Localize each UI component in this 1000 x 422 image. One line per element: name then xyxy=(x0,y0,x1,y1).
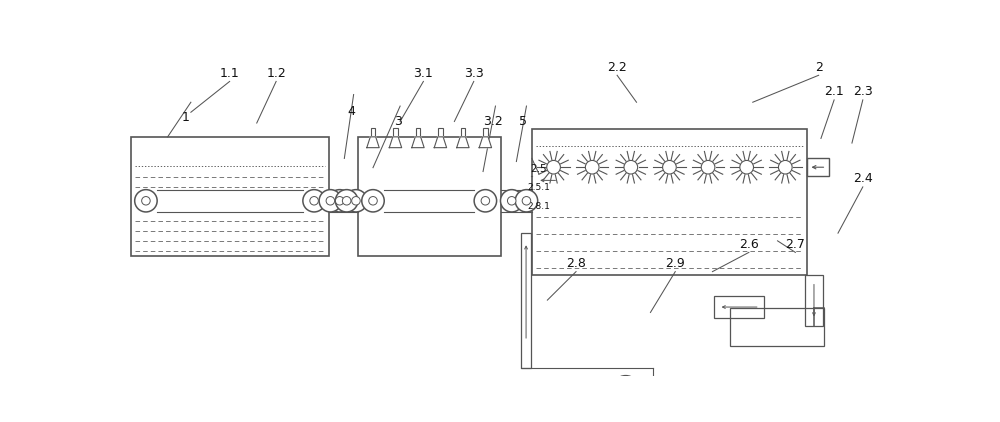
Circle shape xyxy=(345,189,367,212)
Polygon shape xyxy=(389,137,402,148)
Polygon shape xyxy=(434,137,447,148)
Text: 2.1: 2.1 xyxy=(824,85,844,98)
Bar xyxy=(730,308,824,346)
Text: 2.5: 2.5 xyxy=(531,164,547,174)
Circle shape xyxy=(326,197,335,205)
Bar xyxy=(358,137,501,256)
Text: 2.8.1: 2.8.1 xyxy=(527,202,550,211)
Text: 4: 4 xyxy=(347,105,355,118)
Bar xyxy=(393,127,398,137)
Text: 3.1: 3.1 xyxy=(414,67,433,80)
Circle shape xyxy=(481,197,490,205)
Circle shape xyxy=(500,189,523,212)
Text: 2.7: 2.7 xyxy=(785,238,805,251)
Text: 3: 3 xyxy=(394,115,402,127)
Circle shape xyxy=(319,189,342,212)
Circle shape xyxy=(522,197,531,205)
Circle shape xyxy=(778,160,792,174)
Text: 3.2: 3.2 xyxy=(483,115,503,127)
Text: 1.2: 1.2 xyxy=(266,67,286,80)
Circle shape xyxy=(547,160,560,174)
Text: 2.4: 2.4 xyxy=(853,173,873,185)
Circle shape xyxy=(303,189,325,212)
Bar xyxy=(461,127,465,137)
Circle shape xyxy=(362,189,384,212)
Bar xyxy=(483,127,488,137)
Circle shape xyxy=(335,189,358,212)
Bar xyxy=(438,127,443,137)
Circle shape xyxy=(585,160,599,174)
Circle shape xyxy=(515,189,538,212)
Circle shape xyxy=(474,189,497,212)
Circle shape xyxy=(507,197,516,205)
Polygon shape xyxy=(367,137,379,148)
Text: 2.3: 2.3 xyxy=(853,85,873,98)
Circle shape xyxy=(342,197,351,205)
Bar xyxy=(807,158,829,176)
Bar xyxy=(416,127,420,137)
Circle shape xyxy=(352,197,360,205)
Circle shape xyxy=(142,197,150,205)
Circle shape xyxy=(624,160,638,174)
Polygon shape xyxy=(412,137,424,148)
Circle shape xyxy=(310,197,318,205)
Text: 1: 1 xyxy=(182,111,189,124)
Bar xyxy=(521,233,531,368)
Text: 2.2: 2.2 xyxy=(607,61,627,74)
Text: 2.8: 2.8 xyxy=(566,257,586,270)
Circle shape xyxy=(612,376,640,403)
Bar xyxy=(714,296,764,318)
Text: 2.5.1: 2.5.1 xyxy=(527,183,550,192)
Polygon shape xyxy=(479,137,492,148)
Bar xyxy=(805,276,823,325)
Polygon shape xyxy=(457,137,469,148)
Circle shape xyxy=(740,160,754,174)
Bar xyxy=(371,127,375,137)
Text: 2.9: 2.9 xyxy=(665,257,685,270)
Text: 3.3: 3.3 xyxy=(464,67,484,80)
Text: 5: 5 xyxy=(519,115,527,127)
Text: 2: 2 xyxy=(815,61,823,74)
Circle shape xyxy=(701,160,715,174)
Text: 1.1: 1.1 xyxy=(220,67,240,80)
Circle shape xyxy=(135,189,157,212)
Circle shape xyxy=(328,189,351,212)
Bar xyxy=(532,129,807,276)
Bar xyxy=(516,383,629,422)
Text: 2.6: 2.6 xyxy=(739,238,759,251)
Bar xyxy=(131,137,329,256)
Circle shape xyxy=(335,197,344,205)
Circle shape xyxy=(369,197,377,205)
Circle shape xyxy=(663,160,676,174)
